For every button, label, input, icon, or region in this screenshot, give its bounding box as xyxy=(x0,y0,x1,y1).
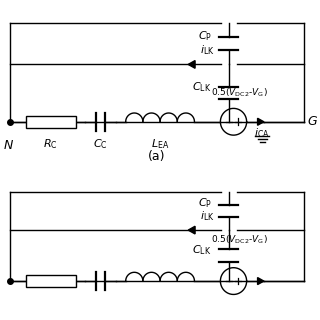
Bar xyxy=(26,116,76,128)
Text: $R_\mathrm{C}$: $R_\mathrm{C}$ xyxy=(44,137,58,151)
Polygon shape xyxy=(188,60,195,68)
Text: $C_\mathrm{C}$: $C_\mathrm{C}$ xyxy=(93,137,108,151)
Polygon shape xyxy=(258,118,264,125)
Polygon shape xyxy=(188,226,195,234)
Text: $0.5(V_\mathrm{DC2}$-$V_\mathrm{G})$: $0.5(V_\mathrm{DC2}$-$V_\mathrm{G})$ xyxy=(212,233,268,246)
Text: $C_\mathrm{LK}$: $C_\mathrm{LK}$ xyxy=(192,80,212,94)
Text: $0.5(V_\mathrm{DC2}$-$V_\mathrm{G})$: $0.5(V_\mathrm{DC2}$-$V_\mathrm{G})$ xyxy=(212,86,268,99)
Text: $i_\mathrm{CA}$: $i_\mathrm{CA}$ xyxy=(254,126,270,140)
Text: $C_\mathrm{P}$: $C_\mathrm{P}$ xyxy=(197,29,212,43)
Text: $C_\mathrm{P}$: $C_\mathrm{P}$ xyxy=(197,196,212,210)
Polygon shape xyxy=(258,277,264,284)
Text: $L_\mathrm{EA}$: $L_\mathrm{EA}$ xyxy=(151,137,169,151)
Text: $C_\mathrm{LK}$: $C_\mathrm{LK}$ xyxy=(192,243,212,257)
Text: $G$: $G$ xyxy=(307,115,318,128)
Text: $N$: $N$ xyxy=(3,139,14,152)
Bar xyxy=(26,275,76,287)
Text: (a): (a) xyxy=(148,150,166,163)
Text: $i_\mathrm{LK}$: $i_\mathrm{LK}$ xyxy=(200,209,214,223)
Text: $i_\mathrm{LK}$: $i_\mathrm{LK}$ xyxy=(200,44,214,57)
